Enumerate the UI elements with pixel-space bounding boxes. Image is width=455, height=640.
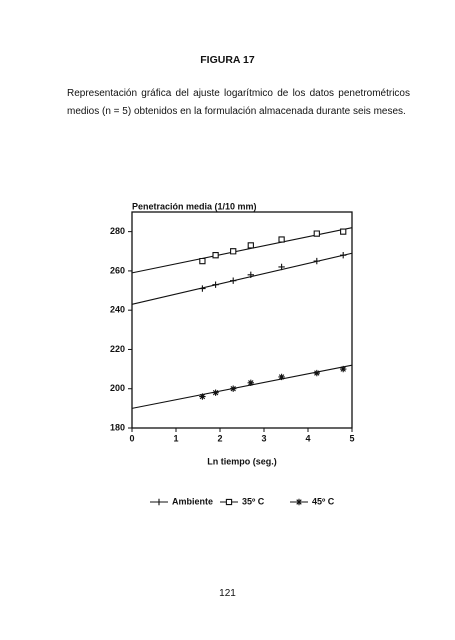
x-tick-label: 4 [305,433,310,443]
fit-line [131,364,353,409]
y-tick-label: 260 [110,265,125,275]
marker [230,248,237,255]
fit-line [131,252,353,305]
legend-label: Ambiente [172,496,213,506]
marker [212,252,219,259]
marker [199,285,206,292]
marker [199,257,206,265]
x-tick-label: 5 [349,433,354,443]
legend-marker [155,498,163,506]
legend-marker [295,498,303,506]
marker [230,277,237,284]
x-tick-label: 1 [173,433,178,443]
x-tick-label: 0 [129,433,134,443]
marker [278,236,285,243]
x-tick-label: 2 [217,433,222,443]
marker [247,271,254,279]
marker [313,230,320,237]
marker [278,373,285,381]
marker [340,252,347,259]
y-tick-label: 220 [110,344,125,354]
page-number: 121 [219,588,236,599]
plot-frame [131,211,353,429]
legend-marker [225,498,233,506]
marker [212,281,219,288]
x-axis-label: Ln tiempo (seg.) [207,456,277,466]
marker [199,393,206,400]
marker [340,365,347,373]
marker [230,385,237,392]
marker [278,263,285,271]
legend-label: 35º C [242,496,265,506]
chart-title: Penetración media (1/10 mm) [132,201,257,211]
y-tick-label: 280 [110,226,125,236]
y-tick-label: 180 [110,422,125,432]
y-tick-label: 200 [110,383,125,393]
marker [340,228,347,235]
marker [247,379,254,387]
figure-label: FIGURA 17 [200,54,255,66]
marker [247,242,254,249]
caption: Representación gráfica del ajuste logarí… [67,88,410,117]
y-tick-label: 240 [110,305,125,315]
legend-label: 45º C [312,496,335,506]
x-tick-label: 3 [261,433,266,443]
marker [212,389,219,396]
marker [313,257,320,265]
marker [313,369,320,377]
